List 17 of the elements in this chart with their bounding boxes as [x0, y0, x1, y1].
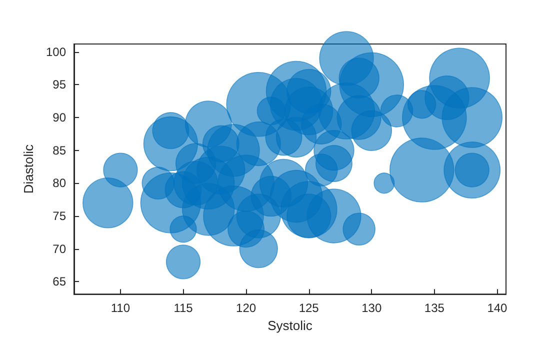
- x-tick-label: 140: [487, 301, 508, 316]
- x-axis-title: Systolic: [268, 318, 313, 333]
- x-tick-label: 130: [362, 301, 382, 316]
- x-tick-label: 125: [298, 301, 320, 316]
- x-tick-label: 135: [424, 301, 445, 316]
- x-tick-label: 120: [236, 301, 256, 316]
- y-tick-label: 75: [52, 208, 66, 223]
- x-tick-label: 110: [110, 301, 130, 316]
- y-tick-label: 80: [52, 176, 66, 190]
- y-tick-label: 70: [52, 242, 66, 256]
- y-tick-label: 85: [52, 143, 66, 158]
- y-tick-label: 95: [52, 78, 66, 92]
- y-tick-label: 90: [52, 110, 66, 125]
- y-tick-label: 100: [46, 44, 66, 59]
- y-axis-title: Diastolic: [21, 144, 36, 194]
- y-tick-label: 65: [52, 274, 66, 289]
- x-tick-label: 115: [174, 301, 194, 316]
